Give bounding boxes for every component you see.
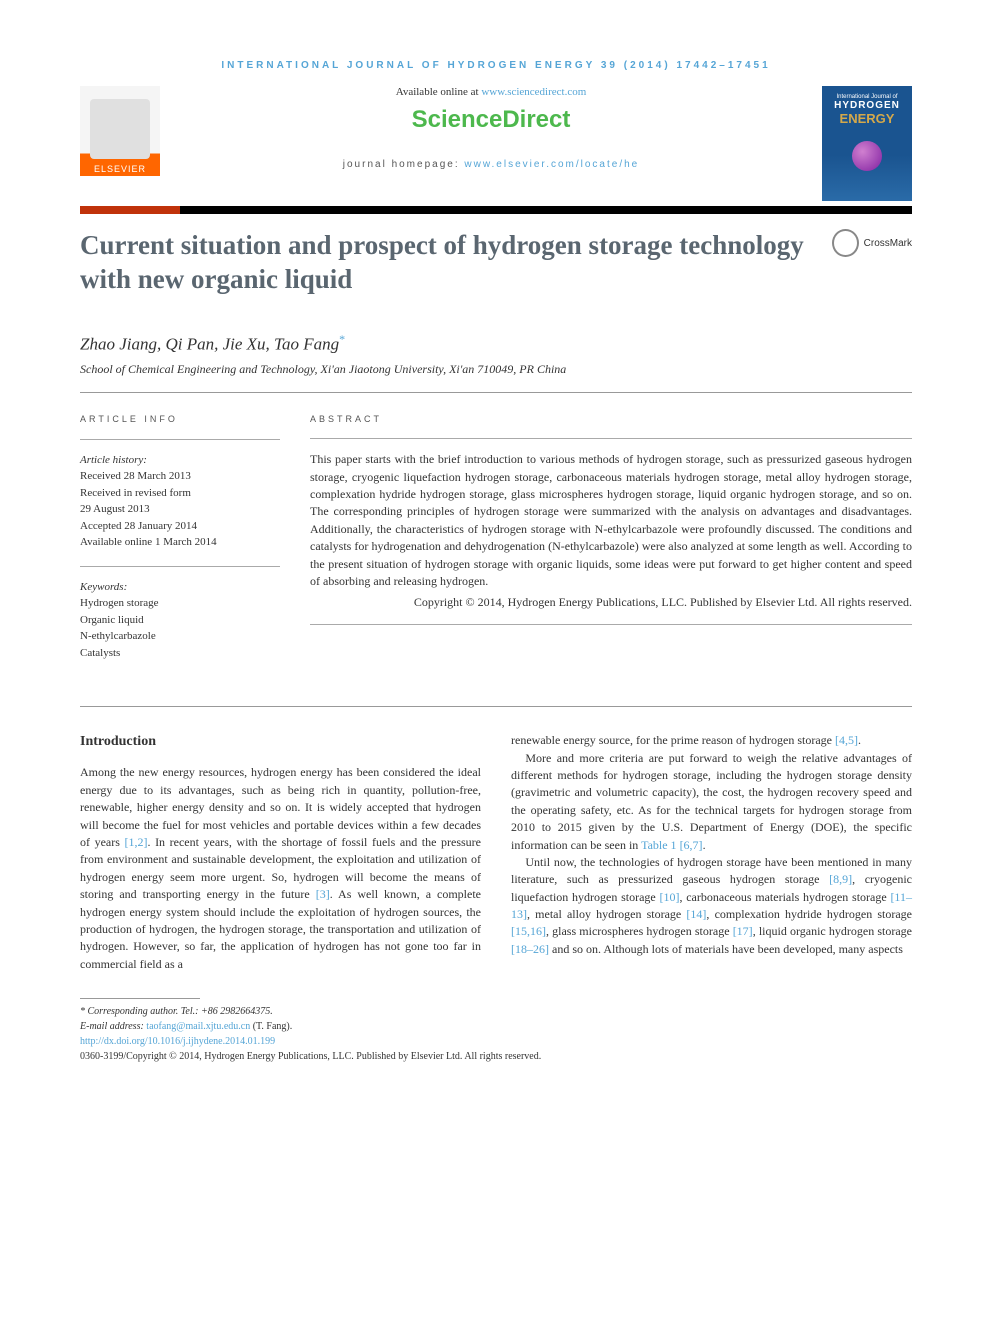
keyword-item: Catalysts: [80, 645, 280, 662]
cover-graphic-icon: [852, 141, 882, 171]
citation-link[interactable]: [4,5]: [835, 733, 858, 747]
elsevier-logo[interactable]: ELSEVIER: [80, 86, 160, 176]
corresponding-author: * Corresponding author. Tel.: +86 298266…: [80, 1004, 912, 1019]
citation-link[interactable]: [1,2]: [124, 835, 147, 849]
title-separator-bar: [80, 206, 912, 214]
journal-citation-header: INTERNATIONAL JOURNAL OF HYDROGEN ENERGY…: [80, 60, 912, 71]
introduction-heading: Introduction: [80, 732, 481, 752]
history-received: Received 28 March 2013: [80, 468, 280, 485]
keyword-item: Hydrogen storage: [80, 595, 280, 612]
journal-homepage-link[interactable]: www.elsevier.com/locate/he: [464, 159, 639, 170]
abstract-column: ABSTRACT This paper starts with the brie…: [310, 413, 912, 676]
sciencedirect-logo[interactable]: ScienceDirect: [180, 106, 802, 134]
elsevier-tree-icon: [90, 99, 150, 159]
authors-list: Zhao Jiang, Qi Pan, Jie Xu, Tao Fang*: [80, 332, 912, 355]
footer-divider: [80, 998, 200, 999]
doi-link[interactable]: http://dx.doi.org/10.1016/j.ijhydene.201…: [80, 1034, 912, 1049]
elsevier-brand-text: ELSEVIER: [80, 162, 160, 176]
history-revised-line1: Received in revised form: [80, 485, 280, 502]
publisher-header-row: ELSEVIER Available online at www.science…: [80, 86, 912, 201]
info-divider: [80, 439, 280, 440]
article-title: Current situation and prospect of hydrog…: [80, 229, 812, 297]
section-divider: [80, 706, 912, 707]
citation-link[interactable]: [10]: [660, 890, 680, 904]
body-paragraph: Until now, the technologies of hydrogen …: [511, 854, 912, 958]
article-info-label: ARTICLE INFO: [80, 413, 280, 427]
abstract-body: This paper starts with the brief introdu…: [310, 451, 912, 590]
article-history-block: Article history: Received 28 March 2013 …: [80, 452, 280, 551]
keyword-item: Organic liquid: [80, 612, 280, 629]
abstract-copyright: Copyright © 2014, Hydrogen Energy Public…: [310, 594, 912, 611]
citation-link[interactable]: [17]: [733, 924, 753, 938]
abstract-divider: [310, 624, 912, 625]
email-line: E-mail address: taofang@mail.xjtu.edu.cn…: [80, 1019, 912, 1034]
table-link[interactable]: Table 1: [641, 838, 676, 852]
issn-copyright: 0360-3199/Copyright © 2014, Hydrogen Ene…: [80, 1049, 912, 1064]
citation-link[interactable]: [18–26]: [511, 942, 549, 956]
cover-title-hydrogen: HYDROGEN: [834, 100, 900, 111]
keyword-item: N-ethylcarbazole: [80, 628, 280, 645]
info-divider: [80, 566, 280, 567]
journal-cover-thumbnail[interactable]: International Journal of HYDROGEN ENERGY: [822, 86, 912, 201]
keywords-block: Keywords: Hydrogen storage Organic liqui…: [80, 579, 280, 662]
body-paragraph: Among the new energy resources, hydrogen…: [80, 764, 481, 973]
history-revised-line2: 29 August 2013: [80, 501, 280, 518]
available-online-text: Available online at www.sciencedirect.co…: [180, 86, 802, 98]
sciencedirect-url-link[interactable]: www.sciencedirect.com: [481, 86, 586, 98]
citation-link[interactable]: [14]: [686, 907, 706, 921]
abstract-label: ABSTRACT: [310, 413, 912, 426]
page-footer: * Corresponding author. Tel.: +86 298266…: [80, 998, 912, 1064]
horizontal-divider: [80, 392, 912, 393]
keywords-heading: Keywords:: [80, 579, 280, 596]
body-paragraph: renewable energy source, for the prime r…: [511, 732, 912, 749]
journal-homepage-text: journal homepage: www.elsevier.com/locat…: [180, 159, 802, 170]
article-body: Introduction Among the new energy resour…: [80, 732, 912, 973]
article-info-sidebar: ARTICLE INFO Article history: Received 2…: [80, 413, 280, 676]
history-accepted: Accepted 28 January 2014: [80, 518, 280, 535]
cover-title-energy: ENERGY: [840, 111, 895, 126]
history-heading: Article history:: [80, 452, 280, 469]
email-link[interactable]: taofang@mail.xjtu.edu.cn: [146, 1021, 250, 1032]
crossmark-label: CrossMark: [864, 238, 912, 249]
crossmark-button[interactable]: CrossMark: [832, 229, 912, 257]
citation-link[interactable]: [8,9]: [829, 872, 852, 886]
citation-link[interactable]: [15,16]: [511, 924, 546, 938]
citation-link[interactable]: [3]: [316, 887, 330, 901]
body-column-left: Introduction Among the new energy resour…: [80, 732, 481, 973]
abstract-divider: [310, 438, 912, 439]
corresponding-asterisk: *: [339, 332, 345, 346]
body-column-right: renewable energy source, for the prime r…: [511, 732, 912, 973]
body-paragraph: More and more criteria are put forward t…: [511, 750, 912, 854]
author-affiliation: School of Chemical Engineering and Techn…: [80, 362, 912, 377]
history-online: Available online 1 March 2014: [80, 534, 280, 551]
citation-link[interactable]: [6,7]: [680, 838, 703, 852]
crossmark-icon: [832, 229, 859, 257]
